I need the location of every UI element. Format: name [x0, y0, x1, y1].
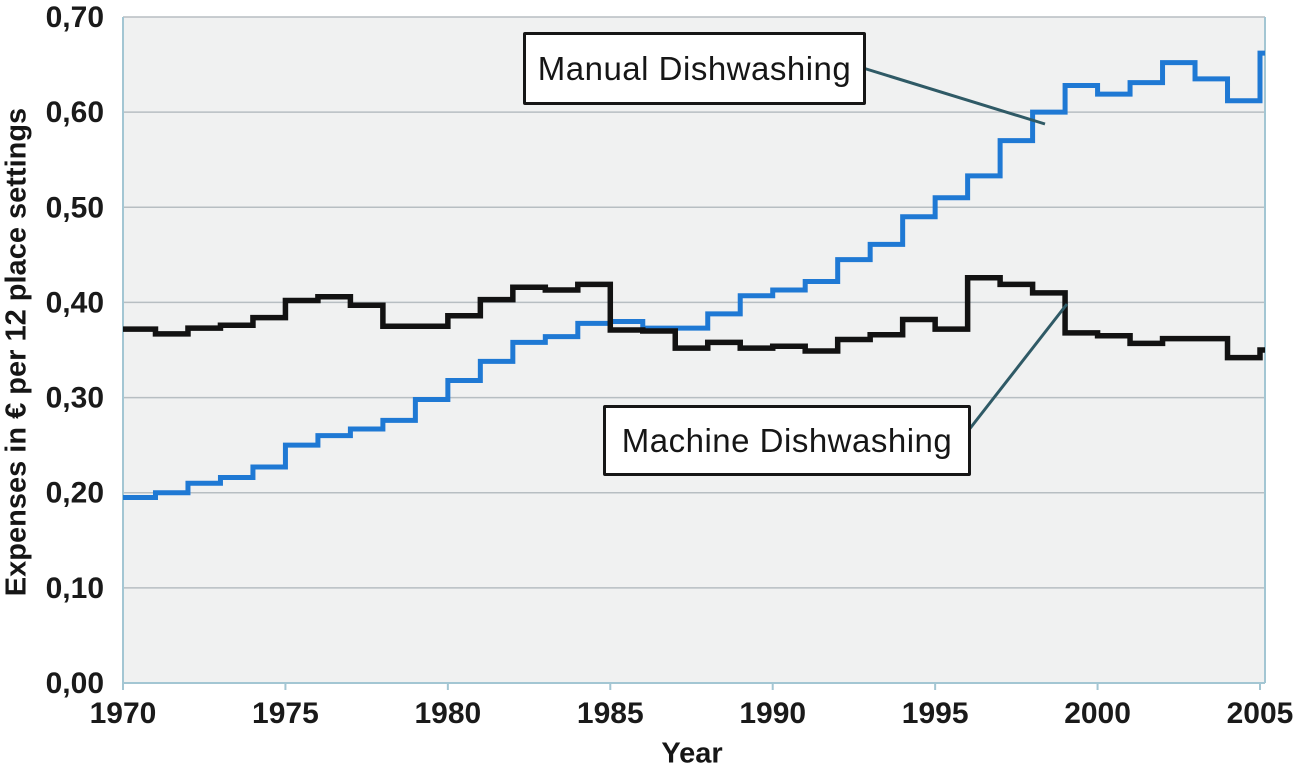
manual-dishwashing-callout-label: Manual Dishwashing [537, 49, 852, 87]
series-line-manual-dishwashing [123, 50, 1265, 500]
y-tick-label: 0,60 [46, 96, 104, 129]
machine-dishwashing-callout-label: Machine Dishwashing [621, 421, 953, 459]
x-tick-label: 1990 [739, 697, 806, 730]
x-tick-label: 1985 [577, 697, 644, 730]
x-tick-label: 1975 [252, 697, 319, 730]
y-tick-label: 0,40 [46, 286, 104, 319]
manual-callout-connector [862, 66, 1046, 126]
y-tick-label: 0,10 [46, 572, 104, 605]
x-tick-label: 1970 [90, 697, 157, 730]
y-axis-title: Expenses in € per 12 place settings [0, 107, 33, 597]
y-tick-label: 0,00 [46, 667, 104, 700]
y-tick-label: 0,70 [46, 1, 104, 34]
manual-dishwashing-callout: Manual Dishwashing [523, 32, 866, 105]
y-tick-label: 0,30 [46, 382, 104, 415]
series-line-machine-dishwashing [123, 274, 1265, 361]
x-tick-label: 1995 [902, 697, 969, 730]
y-tick-label: 0,50 [46, 191, 104, 224]
x-tick-label: 2000 [1064, 697, 1131, 730]
x-tick-label: 1980 [414, 697, 481, 730]
x-axis-title: Year [661, 737, 723, 770]
x-tick-label: 2005 [1227, 697, 1294, 730]
machine-callout-connector [966, 303, 1069, 432]
machine-dishwashing-callout: Machine Dishwashing [603, 405, 971, 476]
y-tick-label: 0,20 [46, 477, 104, 510]
